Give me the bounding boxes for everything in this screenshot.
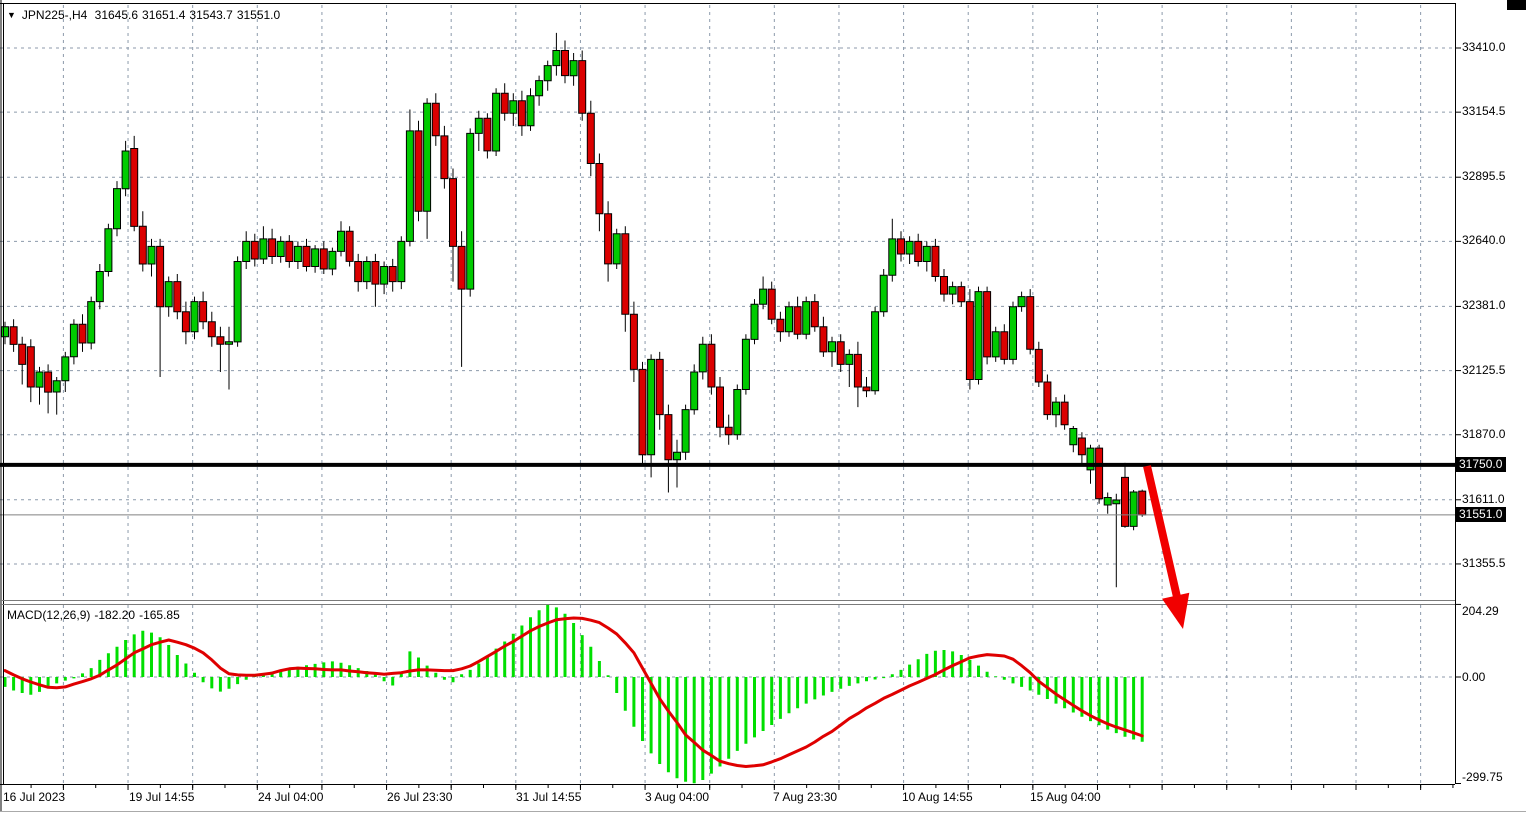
time-axis[interactable]: 16 Jul 2023 19 Jul 14:55 24 Jul 04:00 26 Ju… [0,785,1526,813]
time-axis-label: 16 Jul 2023 [3,790,66,804]
time-axis-label: 7 Aug 23:30 [773,790,838,804]
time-axis-label: 24 Jul 04:00 [258,790,324,804]
price-axis-label: 33410.0 [1462,40,1506,54]
chart-title: ▼ JPN225-,H4 31645.6 31651.4 31543.7 31551.0 [7,8,284,22]
macd-axis-label: 204.29 [1462,604,1499,618]
pane-separator[interactable] [0,600,1455,605]
macd-histogram [3,605,1144,784]
macd-pane[interactable] [0,605,1456,785]
symbol-period-label: JPN225-,H4 [21,8,88,22]
price-axis-label: 32895.5 [1462,169,1506,184]
time-axis-label: 3 Aug 04:00 [645,790,710,804]
macd-name: MACD(12,26,9) [7,608,91,622]
price-axis-label: 32640.0 [1462,233,1506,248]
ohlc-close: 31551.0 [236,8,281,22]
time-axis-label: 19 Jul 14:55 [129,790,195,804]
time-axis-label: 31 Jul 14:55 [516,790,582,804]
price-axis-label: 31355.5 [1462,555,1506,570]
main-chart-pane[interactable] [0,0,1456,601]
bid-price-badge: 31551.0 [1456,506,1507,522]
support-line[interactable] [0,462,1455,467]
support-level-badge: 31750.0 [1456,456,1507,472]
time-axis-label: 26 Jul 23:30 [387,790,453,804]
macd-signal-line [3,616,1144,768]
price-axis-label: 33154.5 [1462,104,1506,119]
macd-indicator-label: MACD(12,26,9) -182.20 -165.85 [7,608,184,622]
price-axis-label: 32381.0 [1462,298,1506,313]
grid-vertical [62,5,1422,600]
ohlc-low: 31543.7 [189,8,233,22]
ohlc-high: 31651.4 [142,8,186,22]
grid-horizontal [0,47,1455,565]
macd-axis-label: -299.75 [1462,770,1503,784]
symbol-dropdown-icon[interactable]: ▼ [7,10,16,20]
price-axis-label: 32125.5 [1462,362,1506,377]
macd-value: -182.20 [94,608,136,622]
bear-candles [9,50,1147,527]
price-axis[interactable]: 33410.0 33154.5 32895.5 32640.0 32381.0 32125… [1456,0,1526,785]
time-axis-label: 15 Aug 04:00 [1030,790,1101,804]
ohlc-open: 31645.6 [94,8,139,22]
grid-vertical-macd [62,605,1422,784]
macd-signal-value: -165.85 [139,608,180,622]
window-corner-mark [1507,0,1526,10]
price-axis-label: 31611.0 [1462,491,1505,506]
price-axis-label: 31870.0 [1462,426,1506,441]
bull-candles [1,50,1138,527]
macd-axis-label: 0.00 [1462,670,1486,684]
time-axis-label: 10 Aug 14:55 [902,790,973,804]
